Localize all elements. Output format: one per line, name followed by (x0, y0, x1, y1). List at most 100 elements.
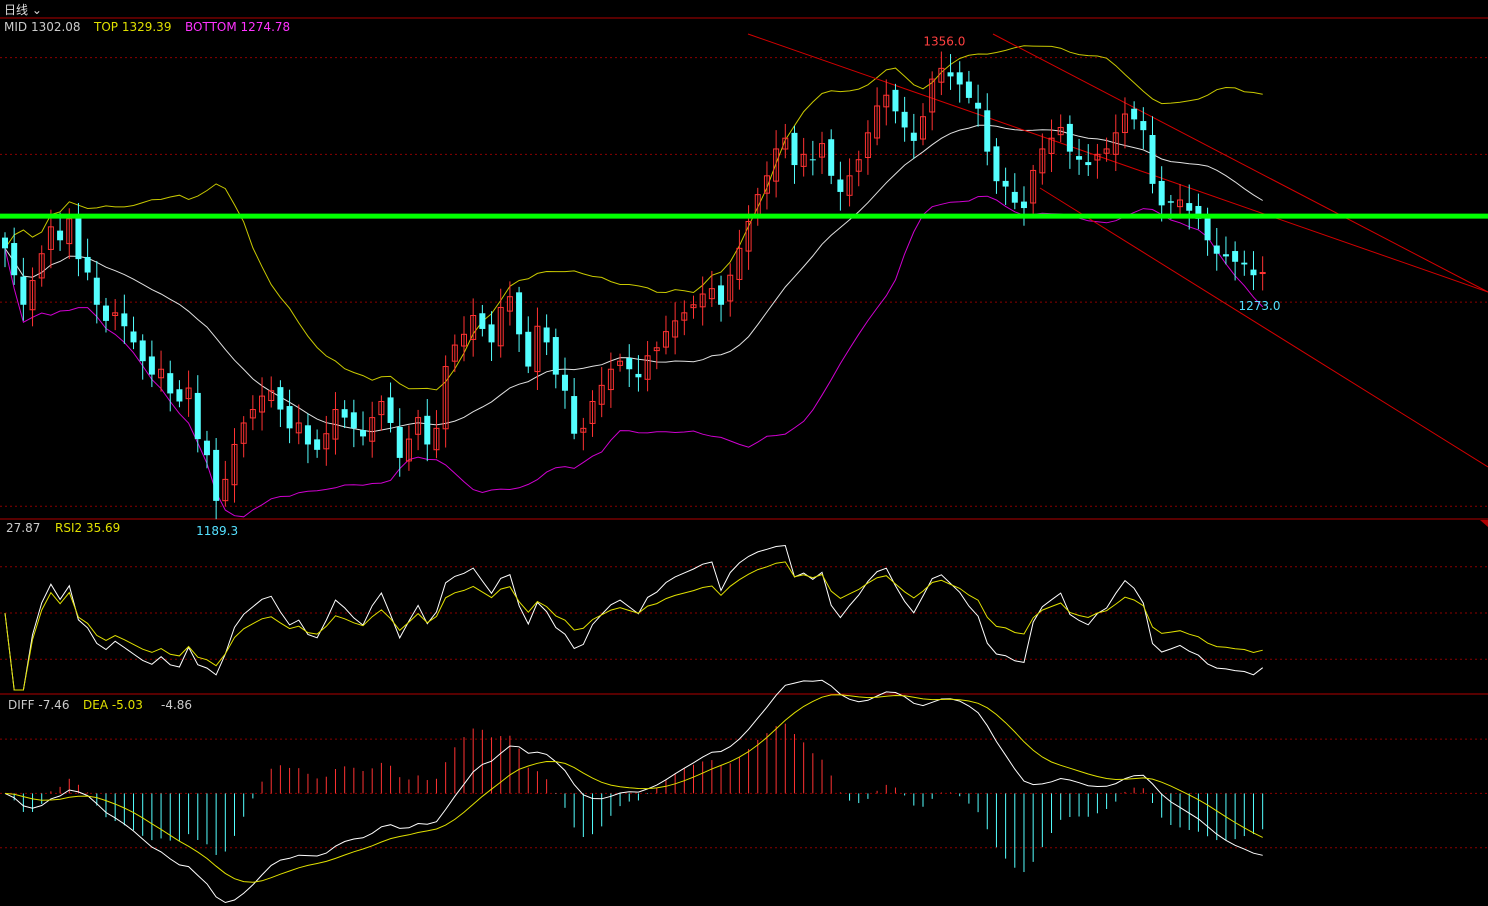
candle-body (1094, 153, 1101, 161)
candle-body (415, 417, 422, 435)
candle-body (121, 313, 128, 327)
candle-body (66, 218, 73, 245)
candle-body (773, 148, 780, 182)
low-label: 1189.3 (196, 524, 238, 538)
candle-body (727, 274, 734, 302)
candle-body (332, 409, 339, 440)
candle-body (341, 409, 348, 418)
candle-body (552, 337, 559, 375)
rsi2-legend: RSI2 35.69 (55, 521, 120, 535)
high-label: 1356.0 (923, 35, 965, 49)
candle-body (20, 276, 27, 305)
candle-body (277, 387, 284, 410)
candle-body (350, 412, 357, 429)
candle-body (543, 327, 550, 343)
candle-body (314, 439, 321, 450)
candle-body (947, 72, 954, 77)
candle-body (809, 159, 816, 161)
candle-body (993, 146, 1000, 182)
candle-body (626, 357, 633, 370)
candle-body (75, 214, 82, 260)
diff-line (4, 679, 1263, 904)
candle-body (718, 285, 725, 305)
candle-body (1112, 132, 1119, 155)
last-low-label: 1273.0 (1238, 299, 1280, 313)
candle-body (745, 220, 752, 252)
candle-body (525, 331, 532, 367)
candle-body (433, 427, 440, 451)
candle-body (38, 253, 45, 279)
candle-body (1048, 137, 1055, 154)
top-legend: TOP 1329.39 (93, 20, 171, 34)
candle-body (598, 384, 605, 405)
candle-body (1232, 251, 1239, 262)
candle-body (929, 78, 936, 113)
candle-body (956, 72, 963, 85)
candle-body (607, 368, 614, 391)
diff-legend: DIFF -7.46 (8, 698, 69, 712)
candle-body (1213, 245, 1220, 254)
candle-body (213, 449, 220, 501)
candle-body (690, 304, 697, 309)
macd-panel (0, 679, 1488, 904)
candle-body (965, 81, 972, 98)
candle-body (396, 426, 403, 458)
candle-body (295, 422, 302, 434)
candle-body (1149, 135, 1156, 184)
candle-body (571, 396, 578, 434)
candle-body (1259, 272, 1266, 275)
candle-body (148, 356, 155, 375)
candle-body (846, 175, 853, 196)
mid-band-line (4, 124, 1263, 433)
dea-legend: DEA -5.03 (83, 698, 143, 712)
candle-body (1020, 201, 1027, 209)
candle-body (1085, 162, 1092, 166)
candle-body (167, 373, 174, 394)
candle-body (203, 440, 210, 456)
period-selector[interactable]: 日线 ⌄ (4, 1, 42, 18)
candle-body (1121, 113, 1128, 134)
candle-body (130, 331, 137, 343)
candle-body (304, 425, 311, 445)
channel-lower-line (1039, 187, 1488, 468)
candle-body (222, 478, 229, 502)
bottom-legend: BOTTOM 1274.78 (185, 20, 290, 34)
candle-body (1039, 148, 1046, 174)
candle-body (47, 226, 54, 250)
candle-body (1177, 199, 1184, 208)
candle-body (259, 395, 266, 413)
candle-body (681, 312, 688, 321)
candle-body (837, 179, 844, 192)
candle-body (451, 344, 458, 362)
main-grid (0, 57, 1488, 507)
candle-body (112, 312, 119, 317)
candle-body (1140, 121, 1147, 131)
candle-body (920, 116, 926, 140)
candle-body (461, 333, 467, 347)
lower-band-line (4, 195, 1264, 518)
candle-body (589, 400, 596, 424)
candle-body (176, 389, 183, 402)
candle-body (534, 325, 541, 373)
candle-body (2, 237, 8, 249)
bollinger-bands (4, 45, 1264, 518)
candle-body (286, 406, 293, 429)
candle-body (369, 417, 376, 442)
channel-upper-line (747, 33, 1488, 293)
candle-body (653, 347, 660, 352)
candle-body (1158, 180, 1165, 206)
candle-body (1167, 201, 1174, 203)
candle-body (708, 288, 715, 300)
candle-body (158, 368, 165, 379)
chevron-down-icon: ⌄ (31, 3, 42, 17)
candle-body (506, 296, 513, 312)
candle-body (828, 139, 835, 176)
candle-body (1011, 191, 1018, 203)
dea-line (4, 694, 1263, 883)
candle-body (864, 132, 871, 159)
corner-marker (1480, 520, 1488, 527)
candle-body (57, 230, 64, 241)
candle-body (699, 293, 706, 308)
candle-body (194, 392, 201, 440)
